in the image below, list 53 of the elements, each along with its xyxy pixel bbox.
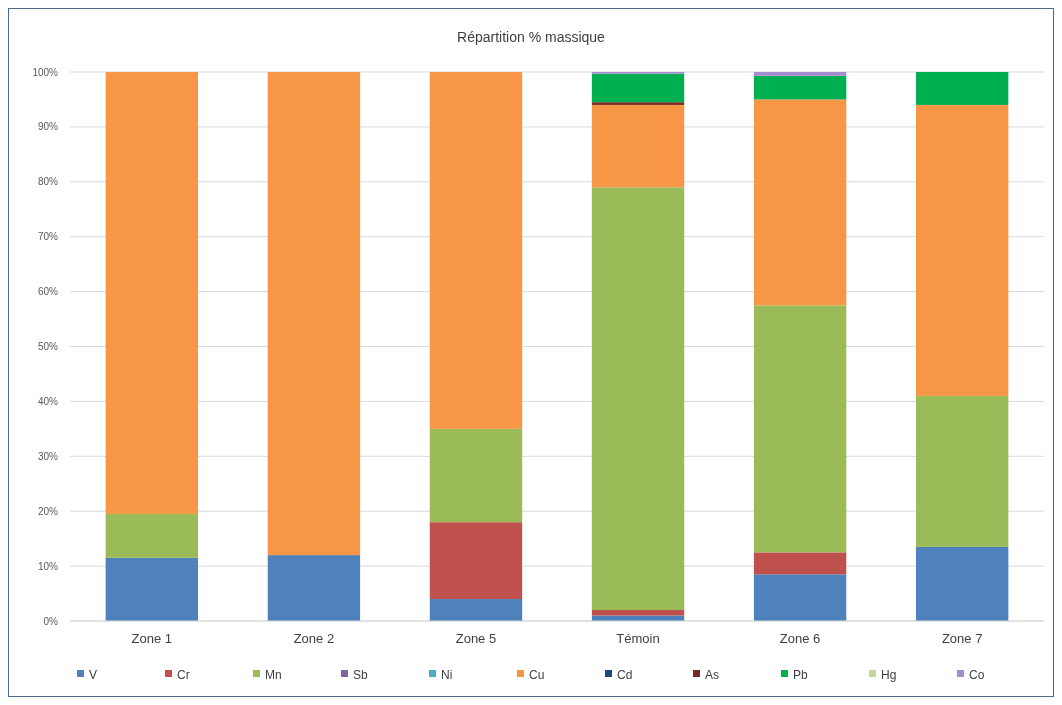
y-tick-label: 10% bbox=[37, 560, 59, 572]
y-tick-label: 30% bbox=[37, 450, 59, 462]
bar bbox=[105, 72, 199, 514]
bar bbox=[267, 72, 361, 556]
bar bbox=[915, 395, 1009, 547]
bar bbox=[915, 546, 1009, 621]
legend-label: Co bbox=[969, 668, 985, 683]
legend-label: Cu bbox=[529, 668, 545, 683]
x-tick-label: Zone 1 bbox=[131, 631, 173, 646]
legend-label: Cr bbox=[177, 668, 190, 683]
chart-title: Répartition % massique bbox=[457, 29, 606, 45]
bar bbox=[591, 102, 685, 105]
x-tick-label: Zone 7 bbox=[941, 631, 983, 646]
bar bbox=[753, 305, 847, 553]
legend-label: Mn bbox=[265, 668, 282, 683]
bar bbox=[429, 522, 523, 600]
legend-label: Hg bbox=[881, 668, 897, 683]
bar bbox=[915, 72, 1009, 105]
bar bbox=[105, 513, 199, 558]
y-tick-label: 20% bbox=[37, 505, 59, 517]
y-tick-label: 70% bbox=[37, 231, 59, 243]
x-tick-label: Zone 2 bbox=[293, 631, 335, 646]
y-tick-label: 60% bbox=[37, 286, 59, 298]
y-tick-label: 40% bbox=[37, 395, 59, 407]
bar bbox=[267, 555, 361, 621]
bar bbox=[753, 75, 847, 100]
bar bbox=[105, 557, 199, 621]
legend-label: As bbox=[705, 668, 720, 683]
bar bbox=[429, 428, 523, 523]
legend-label: Ni bbox=[441, 668, 453, 683]
bar bbox=[429, 599, 523, 621]
legend-label: Pb bbox=[793, 668, 808, 683]
legend-label: Cd bbox=[617, 668, 633, 683]
y-tick-label: 100% bbox=[32, 66, 59, 78]
bar bbox=[591, 610, 685, 616]
legend-label: Sb bbox=[353, 668, 368, 683]
x-tick-label: Témoin bbox=[616, 631, 660, 646]
bar bbox=[753, 72, 847, 76]
y-tick-label: 80% bbox=[37, 176, 59, 188]
bar bbox=[753, 552, 847, 575]
bar bbox=[915, 104, 1009, 396]
bar bbox=[429, 72, 523, 429]
y-tick-label: 50% bbox=[37, 341, 59, 352]
x-tick-label: Zone 6 bbox=[779, 631, 821, 646]
x-tick-label: Zone 5 bbox=[455, 631, 497, 646]
bar bbox=[591, 187, 685, 611]
bar bbox=[753, 99, 847, 306]
y-tick-label: 90% bbox=[37, 121, 59, 133]
legend-label: V bbox=[89, 668, 98, 683]
bar bbox=[753, 574, 847, 621]
bar bbox=[591, 73, 685, 103]
y-tick-label: 0% bbox=[43, 615, 59, 627]
bar bbox=[591, 104, 685, 188]
